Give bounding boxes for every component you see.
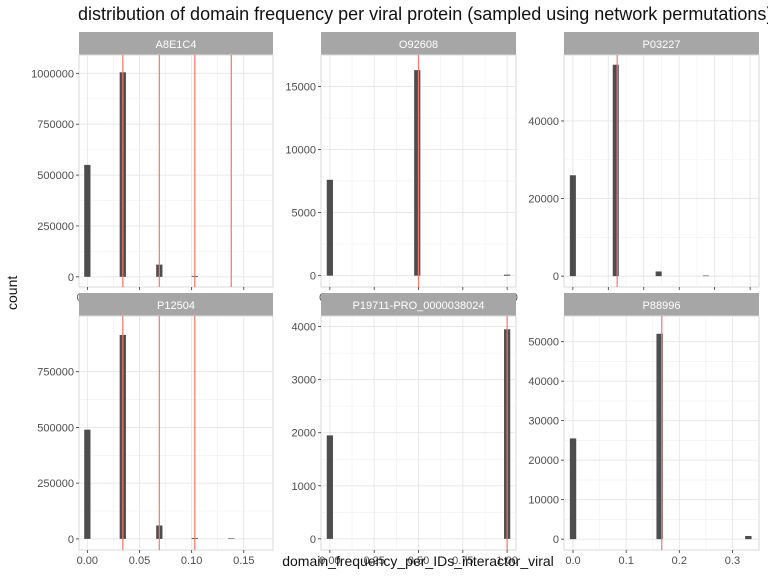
- x-tick-label: 0.1: [619, 555, 634, 567]
- facet-panel: P19711-PRO_0000038024 0.00 0.25 0.50 0.75 1.0…: [292, 293, 518, 567]
- facet-strip: [79, 32, 273, 55]
- histogram-bar: [612, 64, 619, 277]
- facet-strip-label: P88996: [643, 300, 681, 312]
- facet-panel: O926080.000.250.500.751.0005000100001500…: [285, 32, 518, 304]
- facet-panel: P12504 0.00 0.05 0.10 0.15 0 250000 500000 75000…: [37, 293, 274, 567]
- y-tick-label: 40000: [528, 376, 559, 388]
- y-tick-label: 0: [68, 534, 74, 546]
- facet-strip-label: P19711-PRO_0000038024: [353, 300, 485, 312]
- y-tick-label: 15000: [285, 82, 316, 94]
- y-axis-label: count: [4, 275, 20, 310]
- histogram-bar: [745, 535, 752, 540]
- histogram-bar: [504, 274, 511, 276]
- y-tick-label: 500000: [37, 422, 74, 434]
- x-tick-label: 0.50: [408, 555, 429, 567]
- y-tick-label: 30000: [528, 416, 559, 428]
- facet-strip: [564, 32, 759, 55]
- y-tick-label: 1000000: [31, 68, 74, 80]
- y-tick-label: 20000: [528, 194, 559, 206]
- histogram-bar: [655, 271, 662, 277]
- x-tick-label: 0.75: [452, 555, 473, 567]
- y-tick-label: 10000: [528, 495, 559, 507]
- y-tick-label: 500000: [37, 170, 74, 182]
- y-tick-label: 3000: [292, 375, 316, 387]
- y-tick-label: 750000: [37, 367, 74, 379]
- y-tick-label: 10000: [285, 145, 316, 157]
- x-tick-label: 0.25: [363, 555, 384, 567]
- histogram-bar: [84, 429, 91, 539]
- facet-strip: [564, 293, 759, 316]
- histogram-bar: [228, 538, 235, 539]
- x-tick-label: 0.0: [565, 555, 580, 567]
- y-tick-label: 0: [68, 272, 74, 284]
- histogram-bar: [569, 438, 577, 540]
- facet-strip-label: A8E1C4: [156, 39, 197, 51]
- y-tick-label: 40000: [528, 116, 559, 128]
- facet-strip-label: P03227: [643, 39, 681, 51]
- chart-title: distribution of domain frequency per vir…: [78, 4, 768, 24]
- x-axis-label: domain_frequency_per_IDs_interactor_vira…: [282, 553, 554, 569]
- y-tick-label: 1000: [292, 481, 316, 493]
- y-tick-label: 0: [553, 534, 559, 546]
- histogram-bar: [702, 275, 709, 277]
- y-tick-label: 5000: [292, 208, 316, 220]
- y-tick-label: 250000: [37, 221, 74, 233]
- facet-strip-label: O92608: [399, 39, 438, 51]
- x-tick-label: 0.10: [181, 555, 202, 567]
- facet-strip-label: P12504: [157, 300, 195, 312]
- x-tick-label: 1.00: [496, 555, 517, 567]
- y-tick-label: 0: [553, 271, 559, 283]
- panel-background: [78, 54, 274, 288]
- x-tick-label: 0.00: [319, 555, 340, 567]
- x-tick-label: 0.3: [725, 555, 740, 567]
- x-tick-label: 0.00: [77, 555, 98, 567]
- facet-panel: P88996 0.0 0.1 0.2 0.3 0 10000 20000 30000 40000 5…: [528, 293, 760, 567]
- y-tick-label: 0: [310, 534, 316, 546]
- histogram-bar: [326, 435, 333, 539]
- y-tick-label: 750000: [37, 119, 74, 131]
- y-tick-label: 0: [310, 271, 316, 283]
- x-tick-label: 0.15: [233, 555, 254, 567]
- histogram-bar: [569, 175, 576, 277]
- y-tick-label: 2000: [292, 428, 316, 440]
- y-tick-label: 4000: [292, 322, 316, 334]
- facet-strip: [321, 293, 516, 316]
- x-tick-label: 0.2: [672, 555, 687, 567]
- histogram-bar: [84, 164, 91, 277]
- y-tick-label: 50000: [528, 337, 559, 349]
- facet-strip: [79, 293, 273, 316]
- x-tick-label: 0.05: [129, 555, 150, 567]
- facet-strip: [321, 32, 516, 55]
- histogram-bar: [326, 179, 333, 276]
- facet-panel: A8E1C40.000.050.100.15025000050000075000…: [31, 32, 274, 304]
- y-tick-label: 20000: [528, 455, 559, 467]
- y-tick-label: 250000: [37, 478, 74, 490]
- histogram-bar: [656, 333, 663, 540]
- histogram-bar: [414, 70, 421, 276]
